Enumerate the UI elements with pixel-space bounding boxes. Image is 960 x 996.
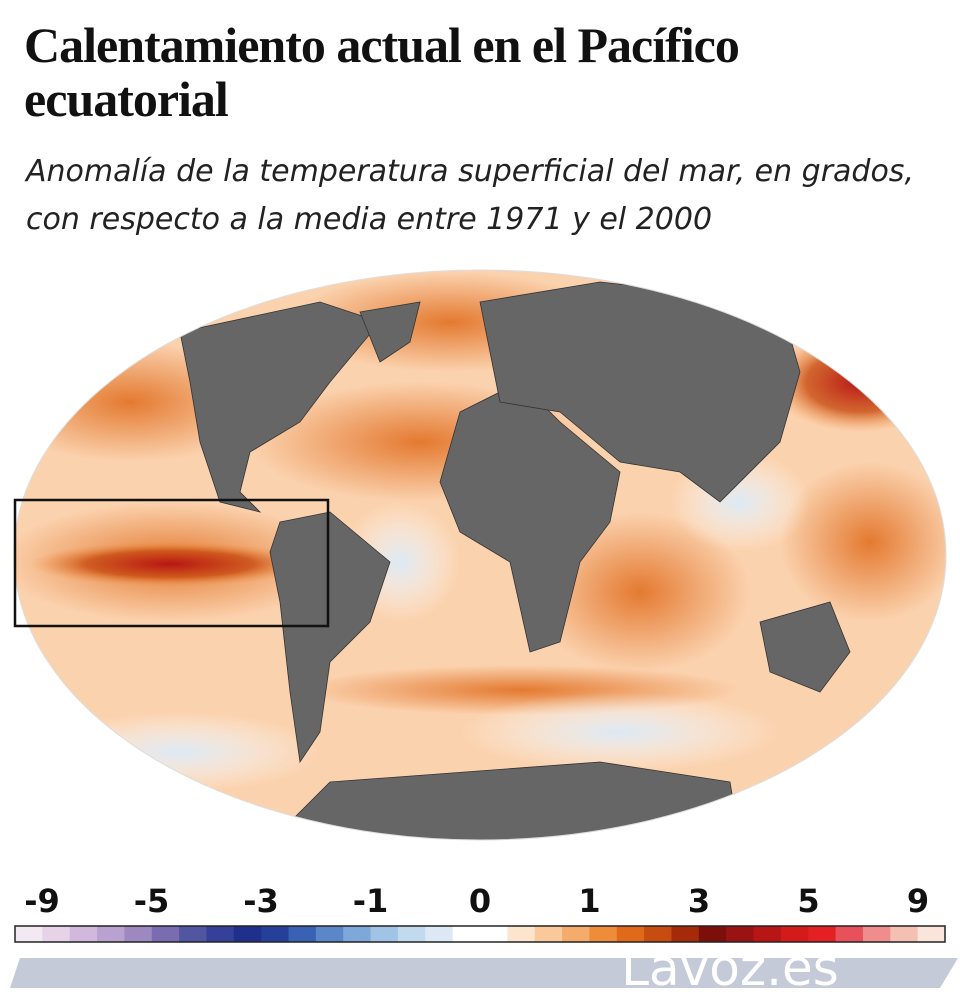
legend-swatch xyxy=(42,926,71,942)
legend-swatch xyxy=(315,926,344,942)
legend-swatch xyxy=(644,926,672,942)
legend-swatch xyxy=(835,926,864,942)
legend-swatch xyxy=(534,926,563,942)
legend-swatch xyxy=(808,926,837,942)
legend-swatch xyxy=(206,926,235,942)
legend-swatch xyxy=(507,926,536,942)
legend-label: -5 xyxy=(134,882,170,920)
legend-swatch xyxy=(233,926,262,942)
footer: Lavoz.es xyxy=(10,948,958,996)
legend-label: 9 xyxy=(907,882,929,920)
legend-swatch xyxy=(370,926,399,942)
legend-swatch xyxy=(97,926,125,942)
legend-swatch xyxy=(671,926,700,942)
legend-label: 5 xyxy=(797,882,819,920)
legend-swatch xyxy=(726,926,755,942)
legend-swatch xyxy=(780,926,809,942)
legend-swatch xyxy=(589,926,618,942)
footer-bar xyxy=(10,958,958,988)
legend-swatch xyxy=(15,926,43,942)
legend-frame xyxy=(14,925,946,943)
legend-swatch xyxy=(288,926,317,942)
legend-swatch xyxy=(917,926,946,942)
legend-label: -9 xyxy=(24,882,60,920)
map xyxy=(13,269,947,841)
brand: Lavoz.es xyxy=(621,948,839,996)
legend-label: -3 xyxy=(243,882,279,920)
legend-swatch xyxy=(562,926,590,942)
legend-swatch xyxy=(397,926,426,942)
legend-swatch xyxy=(425,926,454,942)
legend-swatch xyxy=(343,926,372,942)
legend-swatch xyxy=(452,926,481,942)
legend: -9 -5 -3 -1 0 1 3 5 9 xyxy=(14,882,946,943)
legend-label: 1 xyxy=(578,882,600,920)
legend-label: -1 xyxy=(353,882,389,920)
legend-swatch xyxy=(862,926,891,942)
legend-swatch xyxy=(698,926,727,942)
subtitle: Anomalía de la temperatura superficial d… xyxy=(26,154,914,237)
legend-label: 0 xyxy=(469,882,491,920)
legend-label: 3 xyxy=(688,882,710,920)
legend-swatch xyxy=(616,926,645,942)
legend-swatch xyxy=(179,926,207,942)
legend-swatch xyxy=(753,926,782,942)
legend-swatch xyxy=(124,926,153,942)
ocean xyxy=(14,270,946,840)
legend-swatch xyxy=(261,926,290,942)
title: Calentamiento actual en el Pacífico ecua… xyxy=(24,17,740,127)
legend-swatch xyxy=(890,926,919,942)
legend-swatch xyxy=(151,926,180,942)
legend-swatch xyxy=(480,926,508,942)
legend-swatch xyxy=(69,926,98,942)
highlight-box xyxy=(13,498,330,628)
